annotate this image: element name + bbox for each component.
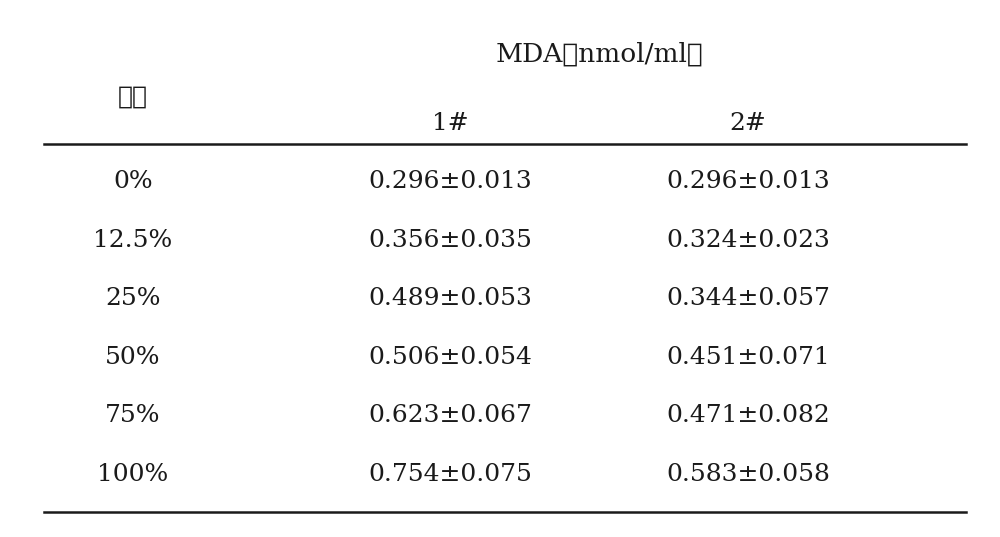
Text: 剂量: 剂量: [118, 85, 148, 108]
Text: 0.356±0.035: 0.356±0.035: [368, 229, 532, 251]
Text: 0.471±0.082: 0.471±0.082: [666, 404, 830, 427]
Text: 0.506±0.054: 0.506±0.054: [368, 346, 532, 369]
Text: 75%: 75%: [105, 404, 161, 427]
Text: 0.324±0.023: 0.324±0.023: [666, 229, 830, 251]
Text: 50%: 50%: [105, 346, 161, 369]
Text: 100%: 100%: [97, 463, 169, 486]
Text: 2#: 2#: [730, 112, 766, 135]
Text: 0.344±0.057: 0.344±0.057: [666, 287, 830, 310]
Text: 0.296±0.013: 0.296±0.013: [666, 170, 830, 193]
Text: 0.489±0.053: 0.489±0.053: [368, 287, 532, 310]
Text: 0.451±0.071: 0.451±0.071: [666, 346, 830, 369]
Text: 0.754±0.075: 0.754±0.075: [368, 463, 532, 486]
Text: 0.583±0.058: 0.583±0.058: [666, 463, 830, 486]
Text: 1#: 1#: [432, 112, 469, 135]
Text: 0.623±0.067: 0.623±0.067: [368, 404, 532, 427]
Text: 0.296±0.013: 0.296±0.013: [369, 170, 532, 193]
Text: MDA（nmol/ml）: MDA（nmol/ml）: [495, 42, 703, 67]
Text: 25%: 25%: [105, 287, 161, 310]
Text: 0%: 0%: [113, 170, 153, 193]
Text: 12.5%: 12.5%: [93, 229, 173, 251]
